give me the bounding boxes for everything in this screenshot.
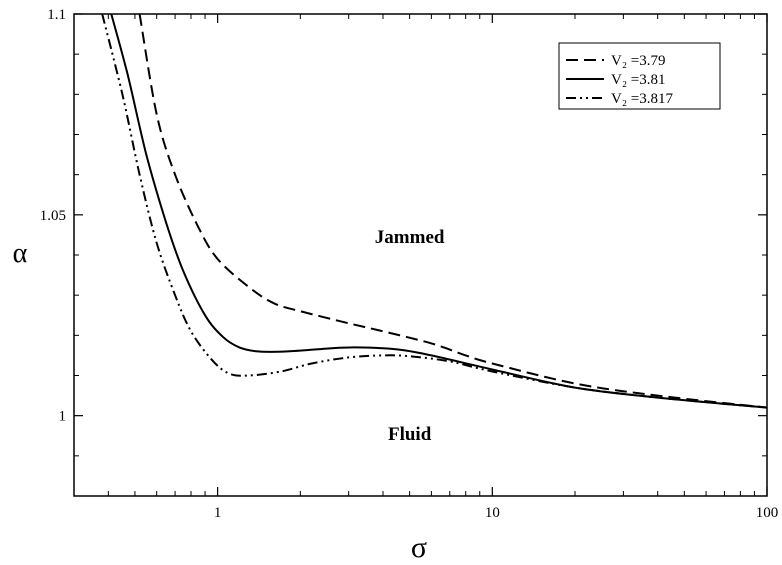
legend-label-3: V₂ =3.817 xyxy=(611,91,674,107)
series-line-3 xyxy=(101,13,768,409)
x-tick-label: 1 xyxy=(214,505,222,521)
x-tick-label: 100 xyxy=(756,505,779,521)
y-axis-label: α xyxy=(13,238,28,269)
y-tick-label: 1 xyxy=(59,409,67,425)
y-tick-label: 1.1 xyxy=(47,7,66,23)
x-axis-label: σ xyxy=(411,531,427,564)
legend-label-2: V₂ =3.81 xyxy=(611,72,666,88)
legend: V₂ =3.79 V₂ =3.81 V₂ =3.817 xyxy=(558,42,721,110)
y-tick-label: 1.05 xyxy=(40,208,66,224)
x-tick-label: 10 xyxy=(485,505,500,521)
series-line-1 xyxy=(138,13,768,409)
legend-box xyxy=(558,42,721,110)
region-label-fluid: Fluid xyxy=(388,424,432,445)
region-label-jammed: Jammed xyxy=(375,227,445,248)
legend-label-1: V₂ =3.79 xyxy=(611,53,666,69)
